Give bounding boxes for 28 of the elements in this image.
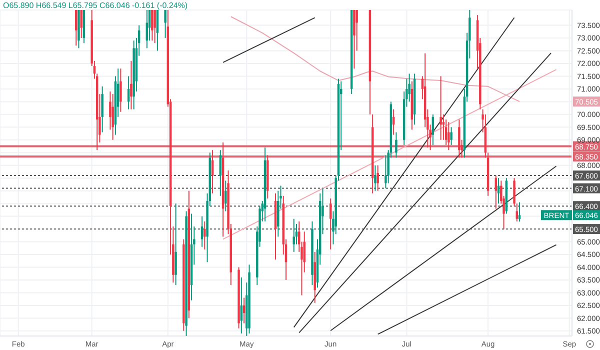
candlestick <box>224 180 227 212</box>
candlestick <box>219 150 222 196</box>
candlestick <box>432 114 434 146</box>
candlestick <box>120 68 122 112</box>
candlestick <box>112 94 114 140</box>
candlestick <box>494 175 498 210</box>
candlestick <box>151 10 154 42</box>
candlestick <box>356 10 358 52</box>
candlestick <box>395 132 398 158</box>
candlestick <box>329 198 332 250</box>
candlestick <box>440 76 442 140</box>
candlestick <box>204 220 206 250</box>
candlestick <box>101 86 104 133</box>
candlestick <box>164 10 166 39</box>
candlestick <box>497 178 500 204</box>
candlestick <box>450 126 452 146</box>
annotation: O65.890 H66.549 L65.795 C66.046 -0.161 (-0.24%) <box>3 1 188 10</box>
candlestick <box>156 10 159 52</box>
candlestick <box>518 202 521 222</box>
candlestick <box>292 218 295 252</box>
candlestick <box>154 10 156 44</box>
candlestick <box>458 119 460 158</box>
candlestick <box>174 203 177 286</box>
candlestick <box>146 10 148 49</box>
candlestick <box>376 164 379 192</box>
candlestick <box>374 164 376 192</box>
candlestick <box>130 60 132 110</box>
candlestick <box>448 122 450 151</box>
